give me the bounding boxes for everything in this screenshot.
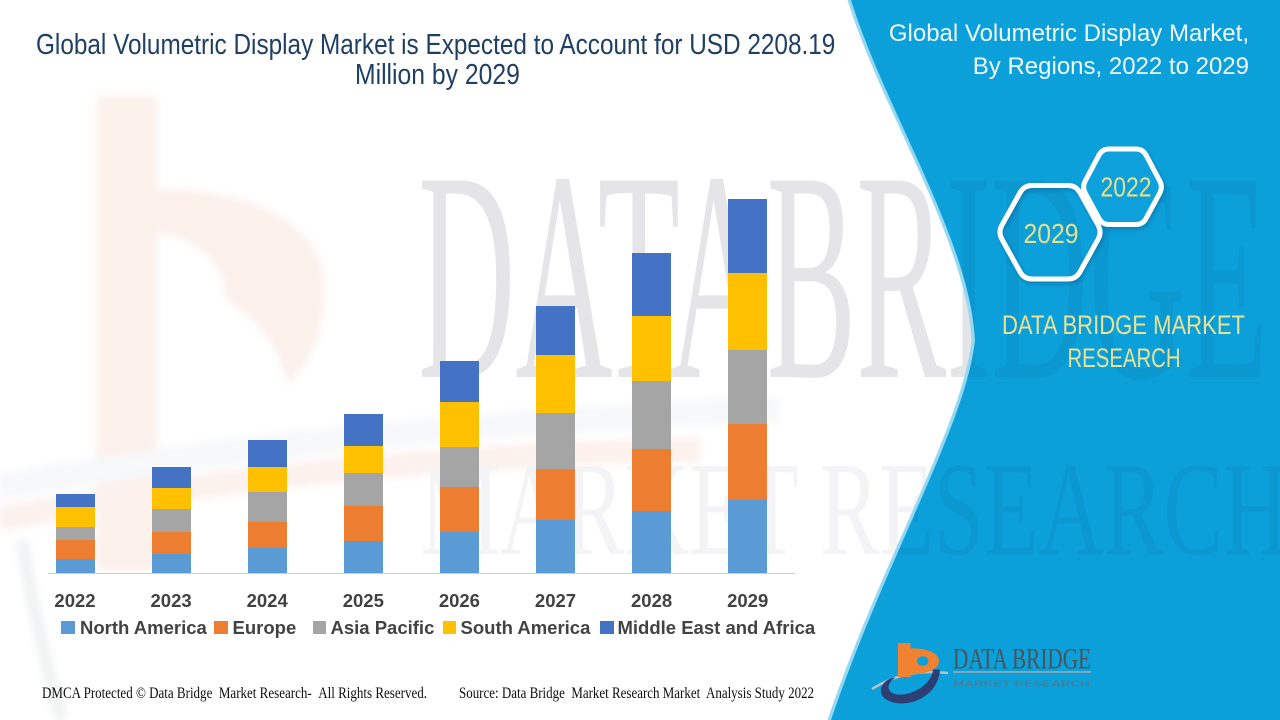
- svg-text:MARKET RESEARCH: MARKET RESEARCH: [953, 680, 1090, 689]
- svg-text:2029: 2029: [1024, 218, 1079, 249]
- svg-text:2022: 2022: [1101, 172, 1152, 203]
- svg-text:DATA BRIDGE: DATA BRIDGE: [953, 643, 1091, 676]
- svg-text:DATA BRIDGE MARKET: DATA BRIDGE MARKET: [1002, 310, 1245, 340]
- svg-text:RESEARCH: RESEARCH: [1068, 343, 1181, 373]
